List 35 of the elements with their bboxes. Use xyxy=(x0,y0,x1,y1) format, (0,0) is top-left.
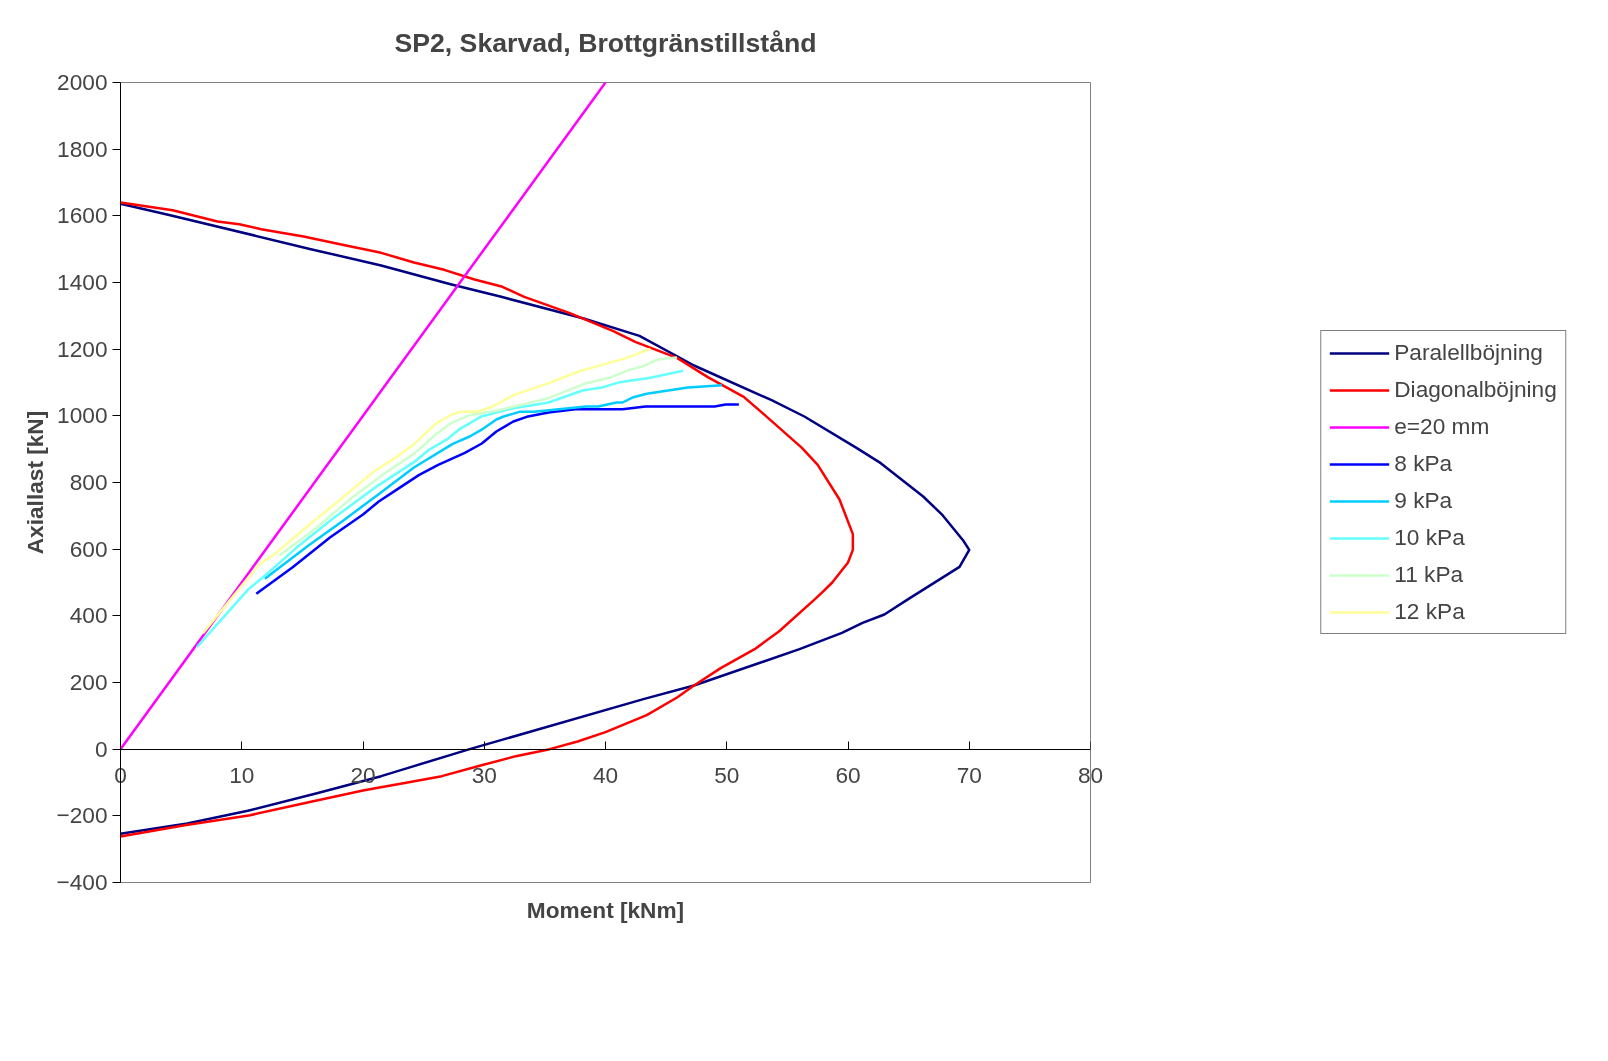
y-tick-label: 400 xyxy=(69,602,108,629)
legend-label: 8 kPa xyxy=(1394,450,1453,477)
legend-label: e=20 mm xyxy=(1394,413,1490,440)
y-tick-label: 2000 xyxy=(57,69,108,95)
y-tick-label: 200 xyxy=(69,669,108,695)
y-tick-label: −200 xyxy=(56,802,108,829)
y-tick-label: 1400 xyxy=(57,269,108,295)
y-tick-label: −400 xyxy=(56,869,108,895)
y-axis-title: Axiallast [kN] xyxy=(22,410,49,555)
line-series xyxy=(201,347,652,635)
legend-label: Diagonalböjning xyxy=(1394,376,1557,403)
line-series xyxy=(195,369,685,649)
y-tick-label: 1000 xyxy=(57,402,108,429)
legend-label: 10 kPa xyxy=(1394,524,1465,551)
legend-label: Paralellböjning xyxy=(1394,339,1543,366)
x-tick-label: 60 xyxy=(835,761,861,788)
x-tick-label: 50 xyxy=(714,761,740,788)
legend-label: 9 kPa xyxy=(1394,487,1453,514)
y-tick-label: 1800 xyxy=(57,135,108,162)
legend-label: 12 kPa xyxy=(1394,598,1465,625)
x-tick-label: 30 xyxy=(471,761,497,788)
chart-title: SP2, Skarvad, Brottgränstillstånd xyxy=(394,27,817,58)
line-series xyxy=(278,356,679,557)
legend-label: 11 kPa xyxy=(1394,561,1464,588)
y-tick-label: 800 xyxy=(69,469,108,495)
x-tick-label: 40 xyxy=(592,761,619,788)
x-tick-label: 70 xyxy=(956,761,982,788)
line-series xyxy=(263,383,724,581)
y-tick-label: 1600 xyxy=(57,202,108,229)
x-axis-title: Moment [kNm] xyxy=(526,897,685,923)
line-series xyxy=(255,403,741,596)
y-tick-label: 0 xyxy=(94,735,108,762)
y-tick-label: 600 xyxy=(69,535,108,562)
x-tick-label: 10 xyxy=(229,761,255,788)
y-tick-label: 1200 xyxy=(57,335,108,362)
